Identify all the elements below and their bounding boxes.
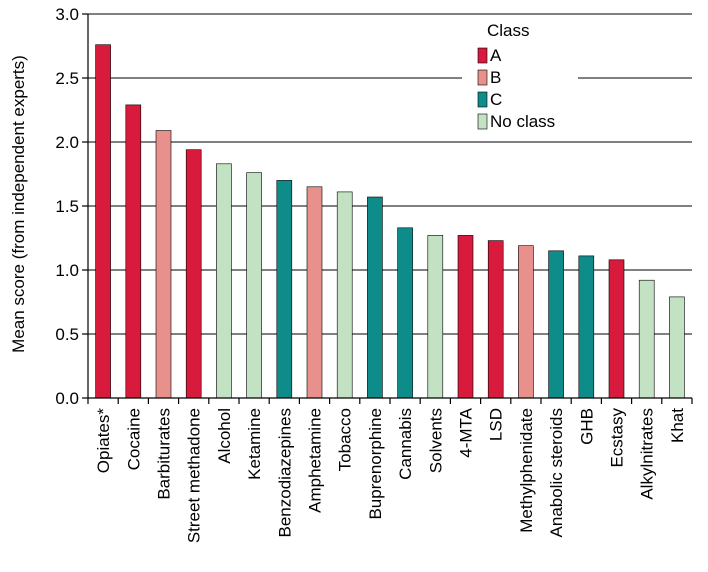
x-tick-label: Khat [668,408,687,443]
x-tick-label: Barbiturates [155,408,174,500]
bar-cannabis [397,227,413,399]
bar-barbiturates [155,130,172,399]
y-tick-label: 2.5 [55,69,79,88]
y-tick-label: 3.0 [55,5,79,24]
x-tick-label: GHB [577,408,596,445]
legend: Class ABC No class [477,21,555,131]
y-tick-label: 1.5 [55,197,79,216]
legend-swatch [477,113,488,130]
legend-label: No class [490,112,555,131]
legend-swatch [477,69,488,86]
legend-label: C [490,90,502,109]
bar-ketamine [246,172,262,399]
legend-label: A [490,46,502,65]
gridlines [88,13,692,335]
bar-cocaine [125,104,142,399]
bar-benzodiazepines [276,180,293,399]
legend-label: B [490,68,501,87]
x-tick-label: 4-MTA [457,407,476,457]
x-tick-label: Alcohol [215,408,234,464]
bar-solvents [427,235,444,399]
x-tick-label: Opiates* [94,408,113,474]
bar-street-methadone [185,149,202,399]
x-tick-label: Ketamine [245,408,264,480]
x-tick-label: Ecstasy [608,408,627,468]
x-tick-label: Tobacco [336,408,355,471]
y-axis-title: Mean score (from independent experts) [9,55,28,353]
bar-amphetamine [306,186,323,399]
x-tick-label: Solvents [426,408,445,473]
axes [82,13,693,404]
bar-khat [669,296,685,399]
y-tick-label: 2.0 [55,133,79,152]
bar-ghb [578,255,595,399]
bars [95,44,685,399]
x-tick-label: Cocaine [124,408,143,470]
bar-opiates [95,44,111,399]
x-tick-label: LSD [487,408,506,441]
bar-anabolic-steroids [548,250,564,399]
bar-lsd [487,240,504,399]
y-tick-label: 1.0 [55,261,79,280]
bar-alkylnitrates [638,279,655,399]
legend-title: Class [487,21,530,40]
y-tick-label: 0.5 [55,325,79,344]
bar-tobacco [336,191,353,399]
x-tick-label: Methylphenidate [517,408,536,533]
y-tick-label: 0.0 [55,389,79,408]
bar-alcohol [216,163,232,399]
legend-swatch [477,47,488,64]
x-tick-label: Amphetamine [306,408,325,513]
x-tick-label: Alkylnitrates [638,408,657,500]
x-tick-label: Anabolic steroids [547,408,566,537]
legend-swatch [477,91,488,108]
x-tick-labels: Opiates* Cocaine Barbiturates Street methad… [94,407,687,543]
x-tick-label: Benzodiazepines [275,408,294,537]
bar-buprenorphine [367,196,383,399]
bar-4-mta [457,235,474,399]
x-tick-label: Street methadone [185,408,204,543]
x-tick-label: Buprenorphine [366,408,385,520]
bar-methylphenidate [518,245,534,399]
y-tick-labels: 0.0 0.5 1.0 1.5 2.0 2.5 3.0 [55,5,79,408]
bar-ecstasy [608,259,625,399]
x-tick-label: Cannabis [396,408,415,480]
